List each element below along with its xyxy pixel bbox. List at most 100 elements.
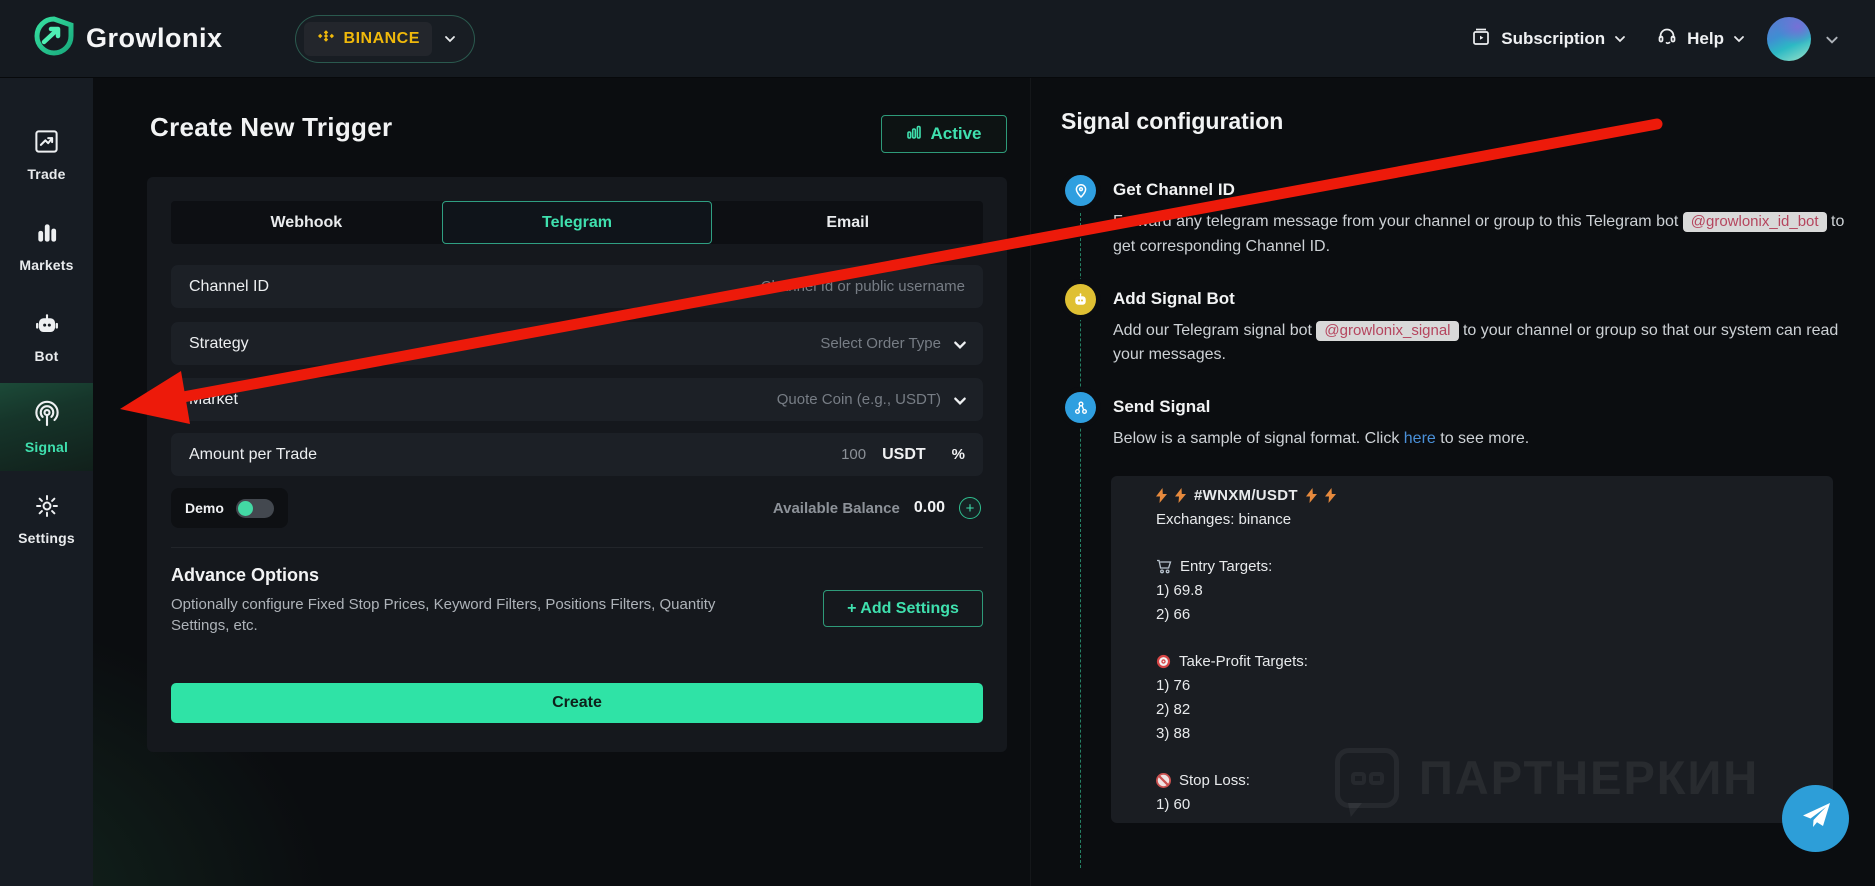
- paper-plane-icon: [1800, 801, 1832, 836]
- amount-label: Amount per Trade: [189, 445, 318, 463]
- top-header: Growlonix BINANCE: [0, 0, 1875, 78]
- amount-per-trade-field[interactable]: Amount per Trade USDT %: [171, 433, 983, 476]
- sidebar-nav: Trade Markets: [0, 78, 93, 886]
- demo-toggle[interactable]: [235, 498, 274, 518]
- sample-line: 1) 69.8: [1156, 578, 1813, 602]
- signal-bot-handle-badge[interactable]: @growlonix_signal: [1316, 320, 1459, 341]
- sample-line: Stop Loss:: [1156, 768, 1813, 792]
- strategy-field[interactable]: Strategy: [171, 322, 983, 365]
- sample-text: 2) 66: [1156, 605, 1191, 623]
- account-chevron-down-icon[interactable]: [1825, 33, 1838, 45]
- target-icon: [1156, 654, 1171, 669]
- sample-line: Exchanges: binance: [1156, 507, 1813, 531]
- configuration-steps: Get Channel ID Forward any telegram mess…: [1065, 175, 1865, 452]
- stop-prohibited-icon: [1156, 772, 1171, 788]
- user-avatar[interactable]: [1767, 16, 1811, 61]
- sample-text: 1) 60: [1156, 795, 1191, 813]
- sidebar-label: Bot: [34, 347, 59, 364]
- channel-id-label: Channel ID: [189, 277, 270, 295]
- demo-label: Demo: [185, 500, 224, 516]
- demo-balance-row: Demo Available Balance 0.00 +: [171, 488, 983, 528]
- create-button[interactable]: Create: [171, 683, 983, 723]
- balance-label: Available Balance: [772, 499, 900, 517]
- step-desc-text: Below is a sample of signal format. Clic…: [1113, 430, 1400, 448]
- sidebar-item-signal[interactable]: Signal: [0, 383, 93, 471]
- panel-title: Signal configuration: [1061, 108, 1284, 134]
- sample-text: Exchanges: binance: [1156, 510, 1292, 528]
- sidebar-item-settings[interactable]: Settings: [0, 474, 93, 562]
- subscription-icon: [1470, 25, 1492, 52]
- trigger-type-tabs: Webhook Telegram Email: [171, 201, 983, 244]
- sidebar-item-trade[interactable]: Trade: [0, 110, 93, 198]
- see-more-link[interactable]: here: [1403, 430, 1436, 448]
- sample-text: 1) 69.8: [1156, 581, 1203, 599]
- exchange-name: BINANCE: [343, 29, 420, 47]
- sidebar-item-bot[interactable]: Bot: [0, 292, 93, 380]
- sample-line: Entry Targets:: [1156, 554, 1813, 578]
- amount-unit-usdt[interactable]: USDT: [882, 445, 926, 463]
- amount-input[interactable]: [317, 446, 867, 463]
- markets-bars-icon: [32, 218, 62, 248]
- help-menu[interactable]: Help: [1648, 19, 1753, 58]
- strategy-input[interactable]: [248, 335, 941, 352]
- active-triggers-button[interactable]: Active: [881, 115, 1007, 153]
- channel-id-pin-icon: [1065, 175, 1096, 206]
- subscription-menu[interactable]: Subscription: [1462, 19, 1634, 58]
- sample-text: Entry Targets:: [1180, 557, 1273, 575]
- sample-line: Take-Profit Targets:: [1156, 649, 1813, 673]
- step-description: Forward any telegram message from your c…: [1113, 210, 1848, 260]
- sample-line: 1) 76: [1156, 673, 1813, 697]
- sidebar-label: Markets: [19, 256, 74, 273]
- step-title: Add Signal Bot: [1113, 288, 1235, 308]
- chevron-down-icon: [953, 394, 966, 406]
- channel-id-input[interactable]: [269, 278, 965, 295]
- active-button-label: Active: [930, 124, 982, 143]
- chevron-down-icon: [953, 338, 966, 350]
- add-settings-button[interactable]: + Add Settings: [823, 590, 983, 627]
- sample-text: 3) 88: [1156, 724, 1191, 742]
- sample-text: 2) 82: [1156, 700, 1191, 718]
- growlonix-logo-icon: [34, 16, 74, 61]
- market-field[interactable]: Market: [171, 378, 983, 421]
- step-description: Below is a sample of signal format. Clic…: [1113, 427, 1848, 452]
- subscription-label: Subscription: [1501, 28, 1606, 48]
- page-title: Create New Trigger: [150, 112, 393, 142]
- market-label: Market: [189, 390, 238, 408]
- bot-robot-icon: [32, 309, 62, 339]
- demo-toggle-group: Demo: [171, 488, 288, 528]
- step-send-signal: Send Signal Below is a sample of signal …: [1065, 392, 1865, 452]
- telegram-chat-fab[interactable]: [1782, 785, 1849, 852]
- tab-email[interactable]: Email: [826, 213, 870, 231]
- section-divider: [171, 547, 983, 548]
- cart-icon: [1156, 559, 1172, 574]
- create-button-label: Create: [552, 694, 602, 711]
- deposit-plus-button[interactable]: +: [959, 497, 981, 519]
- step-desc-text: to see more.: [1440, 430, 1530, 448]
- tab-telegram[interactable]: Telegram: [441, 201, 713, 244]
- lightning-icon: [1324, 487, 1336, 503]
- sidebar-label: Signal: [24, 438, 69, 455]
- header-right-group: Subscription Help: [1462, 16, 1838, 61]
- id-bot-handle-badge[interactable]: @growlonix_id_bot: [1682, 212, 1827, 232]
- lightning-icon: [1305, 487, 1317, 503]
- send-signal-share-icon: [1065, 392, 1096, 424]
- sidebar-item-markets[interactable]: Markets: [0, 201, 93, 289]
- tab-webhook[interactable]: Webhook: [270, 213, 343, 231]
- step-desc-text: Forward any telegram message from your c…: [1113, 213, 1679, 230]
- create-trigger-card: Webhook Telegram Email Channel ID Strate…: [147, 177, 1007, 752]
- brand-logo[interactable]: Growlonix: [34, 16, 223, 61]
- sample-line: 3) 88: [1156, 721, 1813, 745]
- help-headset-icon: [1656, 25, 1678, 52]
- balance-value: 0.00: [913, 499, 945, 516]
- exchange-selected: BINANCE: [303, 21, 432, 56]
- channel-id-field[interactable]: Channel ID: [171, 265, 983, 308]
- amount-unit-percent[interactable]: %: [951, 446, 965, 463]
- signal-broadcast-icon: [32, 400, 62, 430]
- step-desc-text: Add our Telegram signal bot: [1113, 321, 1312, 339]
- available-balance: Available Balance 0.00 +: [773, 497, 983, 519]
- market-input[interactable]: [237, 391, 941, 408]
- exchange-selector[interactable]: BINANCE: [294, 14, 475, 63]
- add-settings-label: + Add Settings: [847, 599, 959, 617]
- step-title: Send Signal: [1113, 397, 1211, 417]
